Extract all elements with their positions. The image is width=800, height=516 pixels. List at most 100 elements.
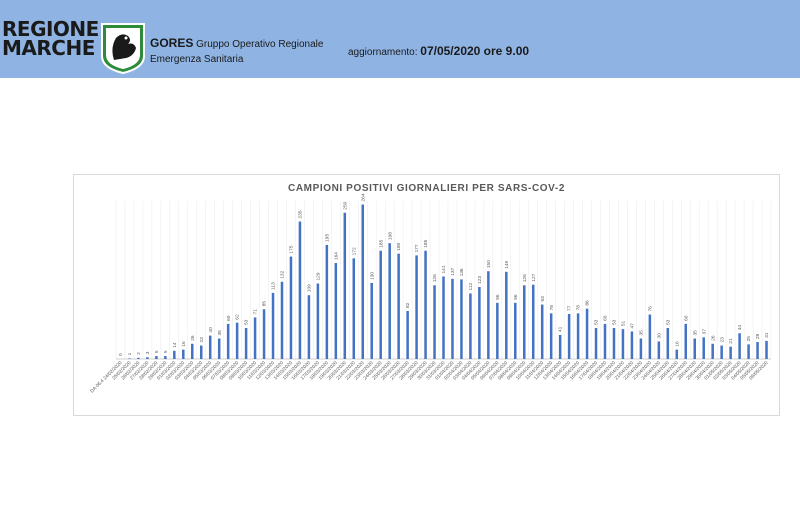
data-label: 113 [271,282,277,290]
data-label: 235 [298,210,304,218]
data-label: 40 [208,327,214,333]
bar [262,309,266,359]
data-label: 86 [585,300,591,306]
bar [379,250,382,359]
bar [289,256,293,359]
data-label: 93 [540,296,546,302]
bar [155,356,158,359]
data-label: 47 [630,323,636,329]
data-label: 180 [396,242,402,250]
data-label: 250 [342,201,348,209]
data-label: 53 [665,319,671,325]
bar [226,323,230,359]
bar [478,287,481,359]
data-label: 150 [486,260,492,268]
bar [137,357,140,359]
data-label: 136 [459,268,465,276]
data-label: 35 [638,330,644,336]
bar [603,323,607,359]
data-label: 76 [647,306,653,312]
bar [424,250,427,359]
bar [442,276,445,359]
data-label: 62 [235,314,241,320]
bar [191,343,194,359]
bar [271,292,275,359]
bar [451,278,454,359]
data-label: 16 [674,341,680,347]
data-label: 16 [181,341,187,347]
data-label: 5 [154,350,160,353]
header-bar: REGIONE MARCHE GORES Gruppo Operativo Re… [0,0,800,78]
logo-line-1: REGIONE [2,17,99,41]
bar [549,313,553,359]
data-label: 164 [333,252,339,260]
bar [531,284,535,359]
data-label: 175 [289,245,295,253]
data-label: 25 [746,336,752,342]
bar [182,349,185,359]
bar [128,358,131,359]
bar [639,338,643,359]
bar [307,295,311,359]
bar [675,349,679,359]
bar [684,323,688,359]
bar [173,350,176,359]
bar-chart: 0DA 06.4 24/02/2020125/02/2020226/02/202… [89,193,772,394]
bar [325,244,329,359]
chart-title: CAMPIONI POSITIVI GIORNALIERI PER SARS-C… [288,183,565,194]
data-label: 78 [549,305,555,311]
bar [217,338,221,359]
bar [253,317,257,359]
bar [487,271,490,359]
data-label: 198 [387,232,393,240]
regione-marche-logo-text: REGIONE MARCHE [2,17,100,58]
data-label: 26 [190,335,196,341]
bar [558,335,562,359]
data-label: 44 [737,325,743,331]
data-label: 82 [405,302,411,308]
data-label: 21 [728,338,734,344]
data-label: 185 [378,239,384,247]
bar [199,345,203,359]
bar [433,285,436,359]
bar [702,337,705,359]
data-label: 149 [504,260,510,268]
data-label: 53 [594,319,600,325]
data-label: 264 [360,193,366,201]
data-label: 195 [324,234,330,242]
data-label: 112 [468,282,474,290]
data-label: 41 [558,326,564,332]
data-label: 96 [513,294,519,300]
data-label: 132 [280,270,286,278]
bar [567,313,571,359]
chart-container: CAMPIONI POSITIVI GIORNALIERI PER SARS-C… [73,174,780,416]
update-label: aggiornamento: [348,47,418,58]
data-label: 37 [701,329,707,335]
bar [621,329,625,359]
data-label: 60 [683,315,689,321]
bar [343,212,347,359]
data-label: 129 [315,272,321,280]
bar [738,333,741,359]
data-label: 177 [414,244,420,252]
regione-marche-emblem-icon [101,23,145,74]
data-label: 53 [612,319,618,325]
bar [630,331,634,359]
bar [235,322,239,359]
bar [244,327,248,359]
bar [756,342,759,359]
bar [496,302,499,359]
data-label: 5 [163,350,169,353]
bar [585,308,589,359]
data-label: 78 [576,305,582,311]
data-label: 126 [522,274,528,282]
bar [208,335,212,359]
data-label: 85 [262,301,268,307]
bar [370,282,373,359]
data-label: 60 [603,315,609,321]
data-label: 137 [450,267,456,275]
bar [514,302,517,359]
data-label: 26 [710,335,716,341]
data-label: 77 [567,305,573,311]
bar [648,314,652,359]
